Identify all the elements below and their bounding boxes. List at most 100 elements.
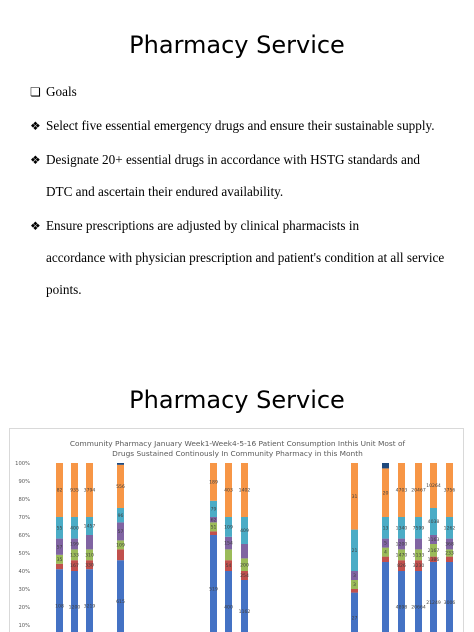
bar-segment <box>210 517 217 523</box>
data-label: 4 <box>384 550 387 556</box>
bar-segment <box>71 463 78 517</box>
data-label: 1340 <box>396 525 408 531</box>
bar-segment <box>351 592 358 632</box>
data-label: 109 <box>224 525 233 531</box>
data-label: 826 <box>397 563 406 569</box>
data-label: 1457 <box>84 524 96 530</box>
data-label: 3230 <box>413 563 425 569</box>
bar-segment <box>117 549 124 561</box>
data-label: 2167 <box>428 548 440 554</box>
data-label: 108 <box>55 604 64 610</box>
data-label: 1402 <box>239 488 251 494</box>
data-label: 4703 <box>396 488 408 494</box>
data-label: 519 <box>209 587 218 593</box>
bar-segment <box>56 463 63 517</box>
y-axis-tick-label: 10% <box>18 623 30 629</box>
data-label: 55 <box>57 525 63 531</box>
bar-segment <box>430 535 437 544</box>
bar-segment <box>210 463 217 501</box>
data-label: 57 <box>57 544 63 550</box>
data-label: 615 <box>116 599 125 605</box>
bar-segment <box>382 468 389 517</box>
data-label: 82 <box>57 488 63 494</box>
bar-segment <box>241 558 248 571</box>
chart-frame: Community Pharmacy January Week1-Week4-5… <box>9 428 464 632</box>
bar-segment <box>415 517 422 539</box>
data-label: 79 <box>211 507 217 513</box>
data-label: 20 <box>383 490 389 496</box>
data-label: 1200 <box>69 605 81 611</box>
data-label: 154 <box>224 541 233 547</box>
bar-segment <box>86 560 93 570</box>
bar-segment <box>210 531 217 535</box>
bar-segment <box>351 463 358 530</box>
y-axis-tick-label: 20% <box>18 605 30 611</box>
four-star-bullet-icon: ❖ <box>30 219 41 233</box>
bar-segment <box>117 508 124 523</box>
data-label: 1163 <box>428 537 440 543</box>
stacked-bar-chart: 100%90%80%70%60%50%40%30%20%10%108355755… <box>15 461 456 632</box>
bar-segment <box>225 463 232 517</box>
bar-segment <box>241 463 248 517</box>
bar-segment <box>225 560 232 571</box>
bar-segment <box>382 517 389 539</box>
y-axis-tick-label: 80% <box>18 497 30 503</box>
data-label: 31 <box>352 494 358 500</box>
bar-segment <box>446 562 453 632</box>
data-label: 35 <box>57 557 63 563</box>
data-label: 254 <box>240 573 249 579</box>
data-label: 935 <box>70 488 79 494</box>
y-axis-tick-label: 30% <box>18 587 30 593</box>
data-label: 368 <box>445 542 454 548</box>
data-label: 21249 <box>426 600 441 606</box>
chart-title-line-1: Community Pharmacy January Week1-Week4-5… <box>69 439 406 448</box>
bar-segment <box>225 517 232 537</box>
y-axis-tick-label: 90% <box>18 479 30 485</box>
bar-segment <box>430 544 437 557</box>
bar-segment <box>398 517 405 539</box>
goal-text: accordance with physician prescription a… <box>46 250 445 265</box>
bar-segment <box>210 535 217 632</box>
bar-segment <box>117 522 124 541</box>
slide-title: Pharmacy Service <box>129 386 345 414</box>
bar-segment <box>71 560 78 571</box>
data-label: 54 <box>226 563 232 569</box>
data-label: 400 <box>70 525 79 531</box>
bar-segment <box>398 538 405 550</box>
goals-heading: ❏ Goals <box>30 84 460 100</box>
bar-segment <box>382 556 389 562</box>
bar-segment <box>210 522 217 532</box>
bar-segment <box>446 549 453 557</box>
data-label: 1200 <box>396 542 408 548</box>
bar-segment <box>86 569 93 632</box>
slide-title: Pharmacy Service <box>129 31 345 59</box>
data-label: 13 <box>383 525 389 531</box>
data-label: 27 <box>352 615 358 621</box>
data-label: 57 <box>118 529 124 535</box>
bar-segment <box>241 571 248 580</box>
bar-segment <box>71 549 78 561</box>
bar-segment <box>117 540 124 550</box>
data-label: 189 <box>209 480 218 486</box>
bar-segment <box>382 463 389 469</box>
bar-segment <box>86 535 93 550</box>
goals-list: ❏ Goals ❖ Select five essential emergenc… <box>30 84 460 298</box>
goals-label: Goals <box>46 84 77 99</box>
bar-segment <box>398 571 405 632</box>
bar-segment <box>398 549 405 561</box>
data-label: 20664 <box>411 605 426 611</box>
bar-segment <box>241 544 248 559</box>
bar-segment <box>351 571 358 580</box>
data-label: 4038 <box>428 519 440 525</box>
data-label: 1262 <box>444 525 456 531</box>
bar-segment <box>398 560 405 571</box>
data-label: 400 <box>224 605 233 611</box>
data-label: 4898 <box>396 605 408 611</box>
bar-segment <box>351 529 358 571</box>
bar-segment <box>351 580 358 589</box>
bar-segment <box>241 580 248 632</box>
bar-segment <box>117 464 124 508</box>
bar-segment <box>225 536 232 550</box>
data-label: 3 <box>353 582 356 588</box>
goal-text: DTC and ascertain their endured availabi… <box>46 184 284 199</box>
